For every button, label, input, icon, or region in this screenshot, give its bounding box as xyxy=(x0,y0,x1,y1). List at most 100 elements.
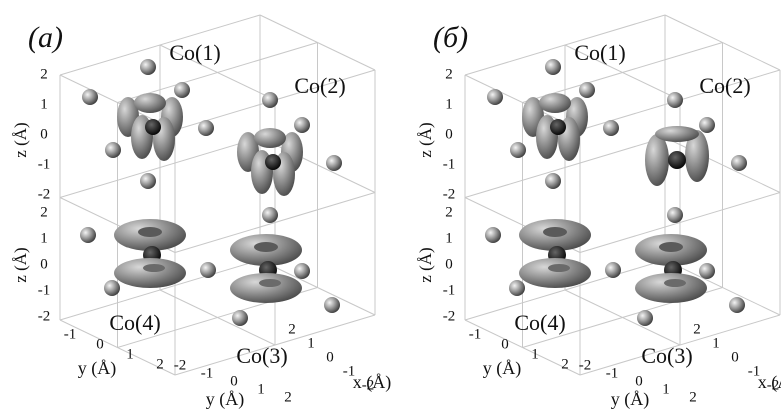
tick-label: 0 xyxy=(326,349,334,365)
tick-label: 0 xyxy=(501,336,509,352)
tick-label: -2 xyxy=(38,308,51,324)
atom xyxy=(510,142,526,158)
atom xyxy=(294,263,310,279)
atom-label: Co(1) xyxy=(169,40,220,65)
tick-label: 1 xyxy=(445,230,453,246)
tick-label: 2 xyxy=(156,356,164,372)
tick-label: -1 xyxy=(38,282,51,298)
tick-label: 0 xyxy=(445,126,453,142)
tick-label: -1 xyxy=(38,156,51,172)
atom-label: Co(3) xyxy=(641,343,692,368)
atom xyxy=(232,310,248,326)
atom xyxy=(509,280,525,296)
orbital-lobe xyxy=(655,126,699,142)
orbital-lobe xyxy=(539,93,571,113)
tick-label: 2 xyxy=(288,321,296,337)
atom xyxy=(605,262,621,278)
tick-label: -1 xyxy=(443,156,456,172)
atom xyxy=(545,173,561,189)
atom xyxy=(262,207,278,223)
atom xyxy=(485,227,501,243)
tick-label: 2 xyxy=(40,204,48,220)
tick-label: 0 xyxy=(635,373,643,389)
orbital-ring xyxy=(114,258,186,288)
tick-label: -2 xyxy=(443,186,456,202)
tick-label: -2 xyxy=(38,186,51,202)
atom xyxy=(487,89,503,105)
atom xyxy=(326,155,342,171)
tick-label: 1 xyxy=(40,230,48,246)
atom xyxy=(699,263,715,279)
tick-label: -1 xyxy=(443,282,456,298)
x-axis-label: x (Å) xyxy=(758,372,781,393)
orbital-lobe xyxy=(645,134,669,186)
panel: (б)Co(1)Co(2)Co(3)Co(4)z (Å)z (Å)210-1-2… xyxy=(416,15,781,410)
tick-label: 1 xyxy=(712,335,720,351)
panel-label: (б) xyxy=(433,21,468,54)
tick-label: 2 xyxy=(693,321,701,337)
tick-label: 2 xyxy=(445,204,453,220)
z-axis-label: z (Å) xyxy=(11,247,30,282)
atom xyxy=(731,155,747,171)
orbital-lobe xyxy=(254,128,286,148)
atom xyxy=(140,173,156,189)
co-atom xyxy=(668,151,686,169)
tick-label: 0 xyxy=(40,126,48,142)
atom xyxy=(82,89,98,105)
y-axis-label: y (Å) xyxy=(611,389,650,410)
orbital-hole xyxy=(143,264,165,272)
atom xyxy=(200,262,216,278)
x-axis-label: x (Å) xyxy=(353,372,392,393)
tick-label: 2 xyxy=(561,356,569,372)
atom-label: Co(4) xyxy=(109,310,160,335)
orbital-hole xyxy=(548,264,570,272)
y-axis-label: y (Å) xyxy=(483,358,522,379)
atom xyxy=(262,92,278,108)
tick-label: 2 xyxy=(689,389,697,405)
tick-label: 1 xyxy=(307,335,315,351)
z-axis-label: z (Å) xyxy=(416,247,435,282)
atom-label: Co(4) xyxy=(514,310,565,335)
tick-label: 0 xyxy=(445,256,453,272)
y-axis-label: y (Å) xyxy=(206,389,245,410)
atom xyxy=(637,310,653,326)
tick-label: -1 xyxy=(201,365,214,381)
orbital-hole xyxy=(659,242,683,252)
panel-label: (а) xyxy=(28,21,63,54)
atom xyxy=(324,297,340,313)
tick-label: 0 xyxy=(40,256,48,272)
tick-label: 1 xyxy=(40,96,48,112)
atom xyxy=(174,82,190,98)
atom-label: Co(1) xyxy=(574,40,625,65)
orbital-lobe xyxy=(134,93,166,113)
atom xyxy=(579,82,595,98)
tick-label: 0 xyxy=(731,349,739,365)
tick-label: 0 xyxy=(230,373,238,389)
atom xyxy=(198,120,214,136)
orbital-hole xyxy=(543,227,567,237)
tick-label: -1 xyxy=(606,365,619,381)
atom xyxy=(545,59,561,75)
orbital-ring xyxy=(519,258,591,288)
z-axis-label: z (Å) xyxy=(416,122,435,157)
tick-label: -2 xyxy=(174,357,187,373)
tick-label: 1 xyxy=(126,346,134,362)
tick-label: 1 xyxy=(445,96,453,112)
tick-label: -1 xyxy=(469,326,482,342)
atom xyxy=(140,59,156,75)
orbital-hole xyxy=(259,279,281,287)
co-atom xyxy=(550,119,566,135)
atom xyxy=(294,117,310,133)
atom xyxy=(699,117,715,133)
tick-label: 1 xyxy=(662,381,670,397)
orbital-ring xyxy=(635,273,707,303)
tick-label: 2 xyxy=(40,66,48,82)
atom xyxy=(667,92,683,108)
atom-label: Co(2) xyxy=(699,73,750,98)
tick-label: 2 xyxy=(445,66,453,82)
tick-label: 0 xyxy=(96,336,104,352)
tick-label: -2 xyxy=(579,357,592,373)
tick-label: 1 xyxy=(531,346,539,362)
tick-label: 2 xyxy=(284,389,292,405)
co-atom xyxy=(145,119,161,135)
